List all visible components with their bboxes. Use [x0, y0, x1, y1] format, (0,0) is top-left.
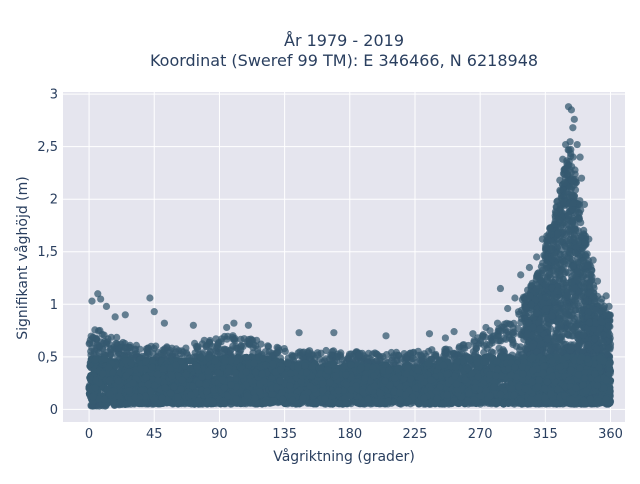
data-point	[265, 343, 272, 350]
data-point	[299, 349, 306, 356]
data-point	[591, 335, 598, 342]
data-point	[178, 347, 185, 354]
data-point	[593, 306, 600, 313]
data-point	[590, 293, 597, 300]
data-point	[410, 355, 417, 362]
data-point	[564, 292, 571, 299]
data-point	[580, 271, 587, 278]
data-point	[547, 274, 554, 281]
data-point	[218, 338, 225, 345]
data-point	[101, 338, 108, 345]
data-point	[459, 341, 466, 348]
data-point	[509, 337, 516, 344]
data-point	[252, 342, 259, 349]
data-point	[374, 351, 381, 358]
data-point	[569, 192, 576, 199]
data-point	[388, 349, 395, 356]
data-point	[572, 293, 579, 300]
data-point	[533, 285, 540, 292]
data-point	[237, 336, 244, 343]
data-point	[91, 348, 98, 355]
data-point	[575, 227, 582, 234]
data-point	[481, 342, 488, 349]
data-point	[273, 349, 280, 356]
data-point	[587, 271, 594, 278]
data-point	[522, 345, 529, 352]
data-point	[112, 340, 119, 347]
data-point	[86, 339, 93, 346]
data-point	[598, 319, 605, 326]
data-point	[425, 348, 432, 355]
data-point	[471, 337, 478, 344]
data-point	[584, 341, 591, 348]
data-point	[560, 258, 567, 265]
data-point	[161, 347, 168, 354]
data-point	[544, 323, 551, 330]
data-point	[388, 357, 395, 364]
data-point	[108, 334, 115, 341]
data-point	[565, 212, 572, 219]
data-point	[566, 248, 573, 255]
data-point	[502, 336, 509, 343]
data-point	[206, 337, 213, 344]
data-point	[580, 332, 587, 339]
data-point	[602, 309, 609, 316]
data-point	[605, 345, 612, 352]
data-point	[542, 281, 549, 288]
data-point	[554, 197, 561, 204]
data-point	[586, 319, 593, 326]
data-point	[497, 327, 504, 334]
data-point	[554, 231, 561, 238]
data-point	[605, 322, 612, 329]
data-point	[122, 344, 129, 351]
data-point	[221, 346, 228, 353]
data-point	[231, 337, 238, 344]
data-point	[556, 187, 563, 194]
data-point	[244, 338, 251, 345]
data-point	[606, 331, 613, 338]
data-point	[570, 263, 577, 270]
data-point	[557, 323, 564, 330]
data-point	[509, 329, 516, 336]
